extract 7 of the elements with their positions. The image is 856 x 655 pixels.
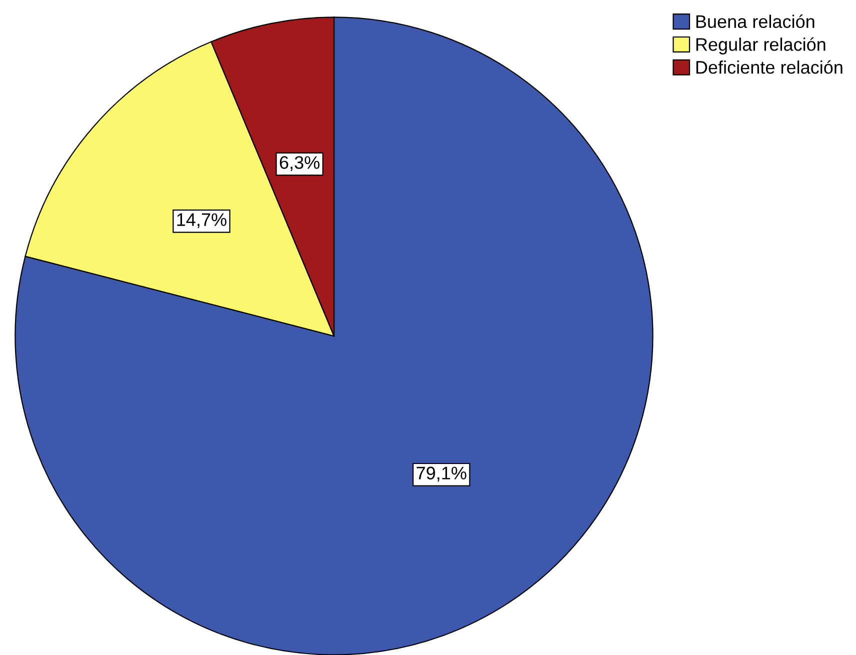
- legend-label: Buena relación: [696, 14, 814, 28]
- data-label: 14,7%: [177, 213, 226, 228]
- legend-label: Regular relación: [696, 37, 826, 54]
- legend-label: Deficiente relación: [696, 60, 842, 74]
- pie-slice: [14, 16, 654, 655]
- data-label: 6,3%: [280, 156, 320, 172]
- data-label: 79,1%: [416, 466, 466, 482]
